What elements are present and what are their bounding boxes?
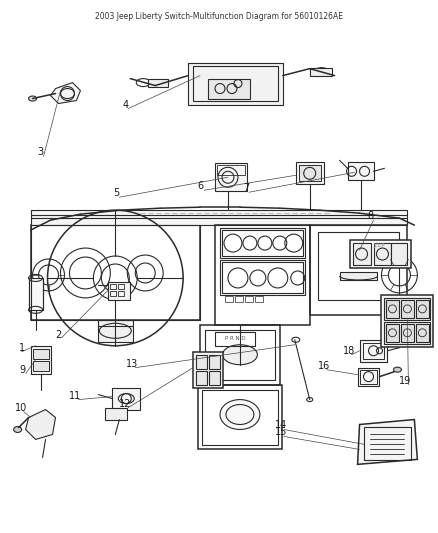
Bar <box>392 243 407 265</box>
Bar <box>196 355 207 369</box>
Text: 10: 10 <box>14 402 27 413</box>
Ellipse shape <box>393 367 401 372</box>
Text: 6: 6 <box>197 181 203 191</box>
Bar <box>215 163 247 191</box>
Bar <box>209 370 220 385</box>
Bar <box>245 296 253 302</box>
Text: 5: 5 <box>113 188 120 198</box>
Bar <box>381 295 433 347</box>
Bar <box>386 324 399 342</box>
Polygon shape <box>357 419 417 464</box>
Text: 3: 3 <box>38 147 44 157</box>
Bar <box>193 352 223 387</box>
Bar <box>357 368 379 385</box>
Text: P R N D: P R N D <box>225 336 245 341</box>
Bar <box>108 282 130 300</box>
Text: 14: 14 <box>275 421 287 431</box>
Bar <box>374 243 392 265</box>
Text: 19: 19 <box>399 376 412 386</box>
Bar <box>106 408 127 419</box>
Bar <box>200 325 280 385</box>
Bar <box>99 320 133 342</box>
Bar <box>148 78 168 86</box>
Bar <box>385 322 430 344</box>
Text: 15: 15 <box>275 427 287 438</box>
Bar <box>215 332 255 346</box>
Text: 16: 16 <box>318 361 330 370</box>
Bar <box>364 427 411 461</box>
Bar <box>32 349 49 359</box>
Bar <box>386 300 399 318</box>
Bar <box>202 390 278 446</box>
Ellipse shape <box>223 345 258 365</box>
Bar <box>348 163 374 180</box>
Bar <box>310 225 407 315</box>
Bar <box>28 278 42 310</box>
Polygon shape <box>25 409 56 439</box>
Ellipse shape <box>14 426 21 432</box>
Bar <box>196 370 207 385</box>
Bar <box>215 225 310 325</box>
Bar <box>299 165 321 181</box>
Text: 7: 7 <box>243 183 249 193</box>
Bar <box>310 68 332 76</box>
Bar <box>31 225 200 320</box>
Bar <box>353 243 371 265</box>
Bar <box>205 330 275 379</box>
Bar <box>188 63 283 104</box>
Ellipse shape <box>28 96 37 101</box>
Bar <box>198 385 282 449</box>
Text: 12: 12 <box>119 399 131 409</box>
Bar <box>220 260 305 295</box>
Text: JEEP: JEEP <box>374 243 385 247</box>
Text: 11: 11 <box>69 391 81 401</box>
Text: 8: 8 <box>367 211 374 221</box>
Bar <box>193 66 278 101</box>
Bar <box>222 262 303 293</box>
Bar <box>209 355 220 369</box>
Bar <box>220 228 305 258</box>
Text: 13: 13 <box>126 359 138 369</box>
Bar <box>112 387 140 409</box>
Bar <box>118 291 124 296</box>
Polygon shape <box>50 83 81 103</box>
Bar <box>339 272 378 280</box>
Bar <box>385 298 430 320</box>
Bar <box>217 165 245 175</box>
Bar <box>360 370 378 384</box>
Bar <box>225 296 233 302</box>
Bar <box>296 163 324 184</box>
Bar <box>31 346 50 374</box>
Bar <box>110 284 117 289</box>
Text: 2: 2 <box>55 330 62 340</box>
Bar <box>363 343 385 359</box>
Bar <box>360 340 388 362</box>
Bar <box>222 230 303 256</box>
Ellipse shape <box>220 400 260 430</box>
Text: 1: 1 <box>18 343 25 353</box>
Text: 18: 18 <box>343 346 355 356</box>
Bar <box>318 232 399 300</box>
Bar <box>417 324 429 342</box>
Bar <box>118 284 124 289</box>
Bar <box>235 296 243 302</box>
Bar <box>417 300 429 318</box>
Text: 4: 4 <box>122 100 128 109</box>
Bar <box>255 296 263 302</box>
Bar <box>350 240 411 268</box>
Text: 2003 Jeep Liberty Switch-Multifunction Diagram for 56010126AE: 2003 Jeep Liberty Switch-Multifunction D… <box>95 12 343 21</box>
Bar <box>401 300 414 318</box>
Bar <box>31 210 407 225</box>
Bar <box>208 78 250 99</box>
Bar <box>110 291 117 296</box>
Bar <box>32 361 49 370</box>
Bar <box>401 324 414 342</box>
Text: 9: 9 <box>20 365 26 375</box>
